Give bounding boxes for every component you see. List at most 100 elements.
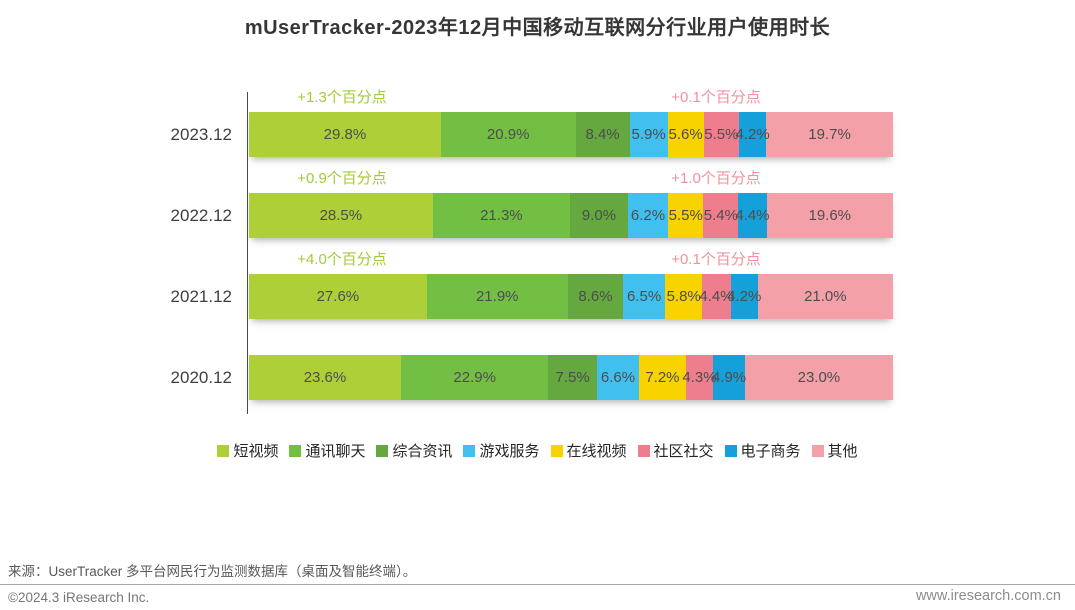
legend-swatch-icon	[463, 444, 476, 457]
bar-row-2023.12: 2023.12 29.8% 20.9% 8.4% 5.9% 5.6% 5.5% 4.2% 19.…	[0, 89, 1075, 157]
bar-segment-在线视频: 5.6%	[667, 112, 704, 157]
bar-segment-社区社交: 5.5%	[703, 112, 740, 157]
bar-row-2020.12: 2020.12 23.6% 22.9% 7.5% 6.6% 7.2% 4.3% 4.9% 23.…	[0, 355, 1075, 400]
category-label: 2021.12	[170, 287, 232, 306]
segment-value-label: 4.2%	[727, 288, 762, 305]
segment-value-label: 4.4%	[699, 288, 734, 305]
category-label: 2020.12	[170, 368, 232, 387]
bar-segment-在线视频: 7.2%	[639, 355, 686, 400]
legend-label: 游戏服务	[479, 443, 540, 460]
page-title: mUserTracker-2023年12月中国移动互联网分行业用户使用时长	[244, 17, 831, 39]
bar-segment-游戏服务: 5.9%	[629, 112, 668, 157]
bar-segment-综合资讯: 8.6%	[567, 274, 624, 319]
legend-swatch-icon	[637, 444, 650, 457]
bar-segment-通讯聊天: 21.9%	[426, 274, 568, 319]
segment-value-label: 6.2%	[630, 207, 666, 224]
change-annotation-green: +1.3个百分点	[297, 89, 387, 106]
bar-segment-通讯聊天: 20.9%	[440, 112, 576, 157]
legend-item-社区社交: 社区社交	[637, 440, 714, 461]
segment-value-label: 4.4%	[735, 207, 770, 224]
bar-segment-电子商务: 4.4%	[735, 193, 770, 238]
legend-swatch-icon	[289, 444, 302, 457]
bar-segment-社区社交: 5.4%	[703, 193, 739, 238]
legend-label: 电子商务	[740, 443, 801, 460]
segment-value-label: 28.5%	[319, 207, 363, 224]
segment-value-label: 4.3%	[682, 369, 717, 386]
legend-swatch-icon	[724, 444, 737, 457]
segment-value-label: 21.3%	[480, 207, 523, 224]
bar-segment-游戏服务: 6.5%	[623, 274, 665, 319]
bar-segment-电子商务: 4.2%	[735, 112, 770, 157]
segment-value-label: 27.6%	[316, 288, 360, 305]
bar-segment-短视频: 28.5%	[249, 193, 433, 238]
bar-segment-综合资讯: 9.0%	[570, 193, 629, 238]
segment-value-label: 6.6%	[600, 369, 636, 386]
bar-segment-短视频: 27.6%	[249, 274, 427, 319]
stacked-bar: 23.6% 22.9% 7.5% 6.6% 7.2% 4.3% 4.9% 23.0%	[249, 355, 893, 400]
segment-value-label: 5.9%	[631, 126, 666, 143]
segment-value-label: 6.5%	[626, 288, 662, 305]
bar-segment-电子商务: 4.9%	[711, 355, 747, 400]
segment-value-label: 8.6%	[578, 288, 613, 305]
segment-value-label: 21.0%	[804, 288, 847, 305]
change-annotation-green: +4.0个百分点	[297, 251, 387, 268]
legend-item-游戏服务: 游戏服务	[463, 440, 540, 461]
bar-segment-通讯聊天: 21.3%	[432, 193, 571, 238]
stacked-bar: 28.5% 21.3% 9.0% 6.2% 5.5% 5.4% 4.4% 19.6%	[249, 193, 893, 238]
segment-value-label: 7.5%	[555, 369, 590, 386]
segment-value-label: 7.2%	[645, 369, 680, 386]
segment-value-label: 8.4%	[585, 126, 620, 143]
segment-value-label: 5.4%	[703, 207, 738, 224]
legend-swatch-icon	[217, 444, 230, 457]
segment-value-label: 4.9%	[711, 369, 747, 386]
legend-item-短视频: 短视频	[217, 440, 278, 461]
website-text: www.iresearch.com.cn	[915, 588, 1061, 604]
legend-item-其他: 其他	[811, 440, 858, 461]
copyright-text: ©2024.3 iResearch Inc.	[8, 590, 150, 605]
category-label: 2022.12	[170, 206, 232, 225]
bar-segment-电子商务: 4.2%	[727, 274, 761, 319]
segment-value-label: 29.8%	[323, 126, 367, 143]
stacked-bar: 27.6% 21.9% 8.6% 6.5% 5.8% 4.4% 4.2% 21.0%	[249, 274, 893, 319]
segment-value-label: 4.2%	[735, 126, 770, 143]
change-annotation-green: +0.9个百分点	[297, 170, 387, 187]
change-annotation-pink: +1.0个百分点	[671, 170, 761, 187]
segment-value-label: 22.9%	[453, 369, 496, 386]
bar-segment-在线视频: 5.5%	[667, 193, 704, 238]
legend-item-综合资讯: 综合资讯	[376, 440, 452, 461]
segment-value-label: 20.9%	[486, 126, 530, 143]
legend-label: 通讯聊天	[305, 443, 366, 460]
segment-value-label: 5.5%	[668, 207, 703, 224]
y-axis-line	[247, 92, 248, 414]
segment-value-label: 23.0%	[797, 369, 841, 386]
segment-value-label: 5.6%	[668, 126, 703, 143]
segment-value-label: 23.6%	[303, 369, 347, 386]
change-annotation-pink: +0.1个百分点	[671, 89, 761, 106]
bar-segment-通讯聊天: 22.9%	[400, 355, 549, 400]
segment-value-label: 19.7%	[808, 126, 851, 143]
bar-segment-综合资讯: 7.5%	[548, 355, 597, 400]
footer-divider	[0, 584, 1075, 585]
source-note: 来源：UserTracker 多平台网民行为监测数据库（桌面及智能终端）。	[8, 564, 417, 579]
change-annotation-pink: +0.1个百分点	[671, 251, 761, 268]
bar-segment-社区社交: 4.3%	[682, 355, 717, 400]
segment-value-label: 9.0%	[581, 207, 617, 224]
legend: 短视频 通讯聊天 综合资讯 游戏服务 在线视频 社区社交 电子商务 其他	[0, 440, 1075, 461]
bar-segment-短视频: 29.8%	[249, 112, 441, 157]
segment-value-label: 19.6%	[808, 207, 852, 224]
legend-label: 其他	[827, 443, 858, 460]
legend-swatch-icon	[550, 444, 563, 457]
bar-segment-其他: 19.6%	[766, 193, 893, 238]
legend-item-在线视频: 在线视频	[550, 440, 627, 461]
legend-label: 综合资讯	[392, 443, 453, 460]
bar-segment-在线视频: 5.8%	[665, 274, 703, 319]
legend-label: 社区社交	[653, 443, 714, 460]
stacked-bar: 29.8% 20.9% 8.4% 5.9% 5.6% 5.5% 4.2% 19.7%	[249, 112, 893, 157]
bar-segment-综合资讯: 8.4%	[575, 112, 630, 157]
bar-segment-其他: 19.7%	[766, 112, 893, 157]
segment-value-label: 5.5%	[704, 126, 739, 143]
legend-swatch-icon	[811, 444, 824, 457]
bar-segment-游戏服务: 6.2%	[628, 193, 668, 238]
